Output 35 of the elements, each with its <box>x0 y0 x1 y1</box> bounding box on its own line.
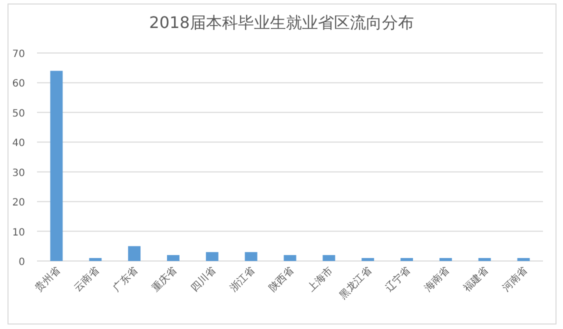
x-tick-label: 黑龙江省 <box>337 264 374 302</box>
x-tick-label: 海南省 <box>422 264 452 294</box>
x-tick-label: 河南省 <box>500 264 530 294</box>
x-tick-label: 福建省 <box>461 264 491 294</box>
bar <box>322 255 336 261</box>
bar <box>50 70 63 261</box>
x-tick-label: 浙江省 <box>228 264 258 294</box>
x-tick-label: 云南省 <box>72 264 102 294</box>
x-tick-label: 上海市 <box>305 264 336 294</box>
y-tick-label: 50 <box>12 108 25 120</box>
bar <box>244 252 258 261</box>
x-tick-label: 重庆省 <box>150 264 180 294</box>
y-tick-label: 30 <box>12 168 25 179</box>
bar <box>400 258 413 261</box>
x-tick-label: 广东省 <box>110 264 140 294</box>
bar <box>89 258 102 261</box>
y-tick-label: 60 <box>12 78 25 90</box>
y-tick-label: 70 <box>12 49 25 60</box>
x-tick-label: 辽宁省 <box>383 264 413 294</box>
x-tick-label: 陕西省 <box>266 264 296 294</box>
y-tick-label: 10 <box>12 227 25 238</box>
chart-title: 2018届本科毕业生就业省区流向分布 <box>149 13 414 32</box>
y-tick-label: 40 <box>12 138 25 150</box>
bar <box>478 258 491 261</box>
y-tick-label: 20 <box>12 198 25 209</box>
bar <box>206 252 218 261</box>
y-tick-label: 0 <box>18 257 25 268</box>
bar <box>517 258 530 261</box>
bar <box>167 255 180 261</box>
x-tick-label: 贵州省 <box>32 264 63 294</box>
bar <box>284 255 296 261</box>
bar <box>362 258 374 261</box>
bar <box>439 258 452 261</box>
x-tick-label: 四川省 <box>188 264 218 294</box>
bar <box>128 246 141 261</box>
